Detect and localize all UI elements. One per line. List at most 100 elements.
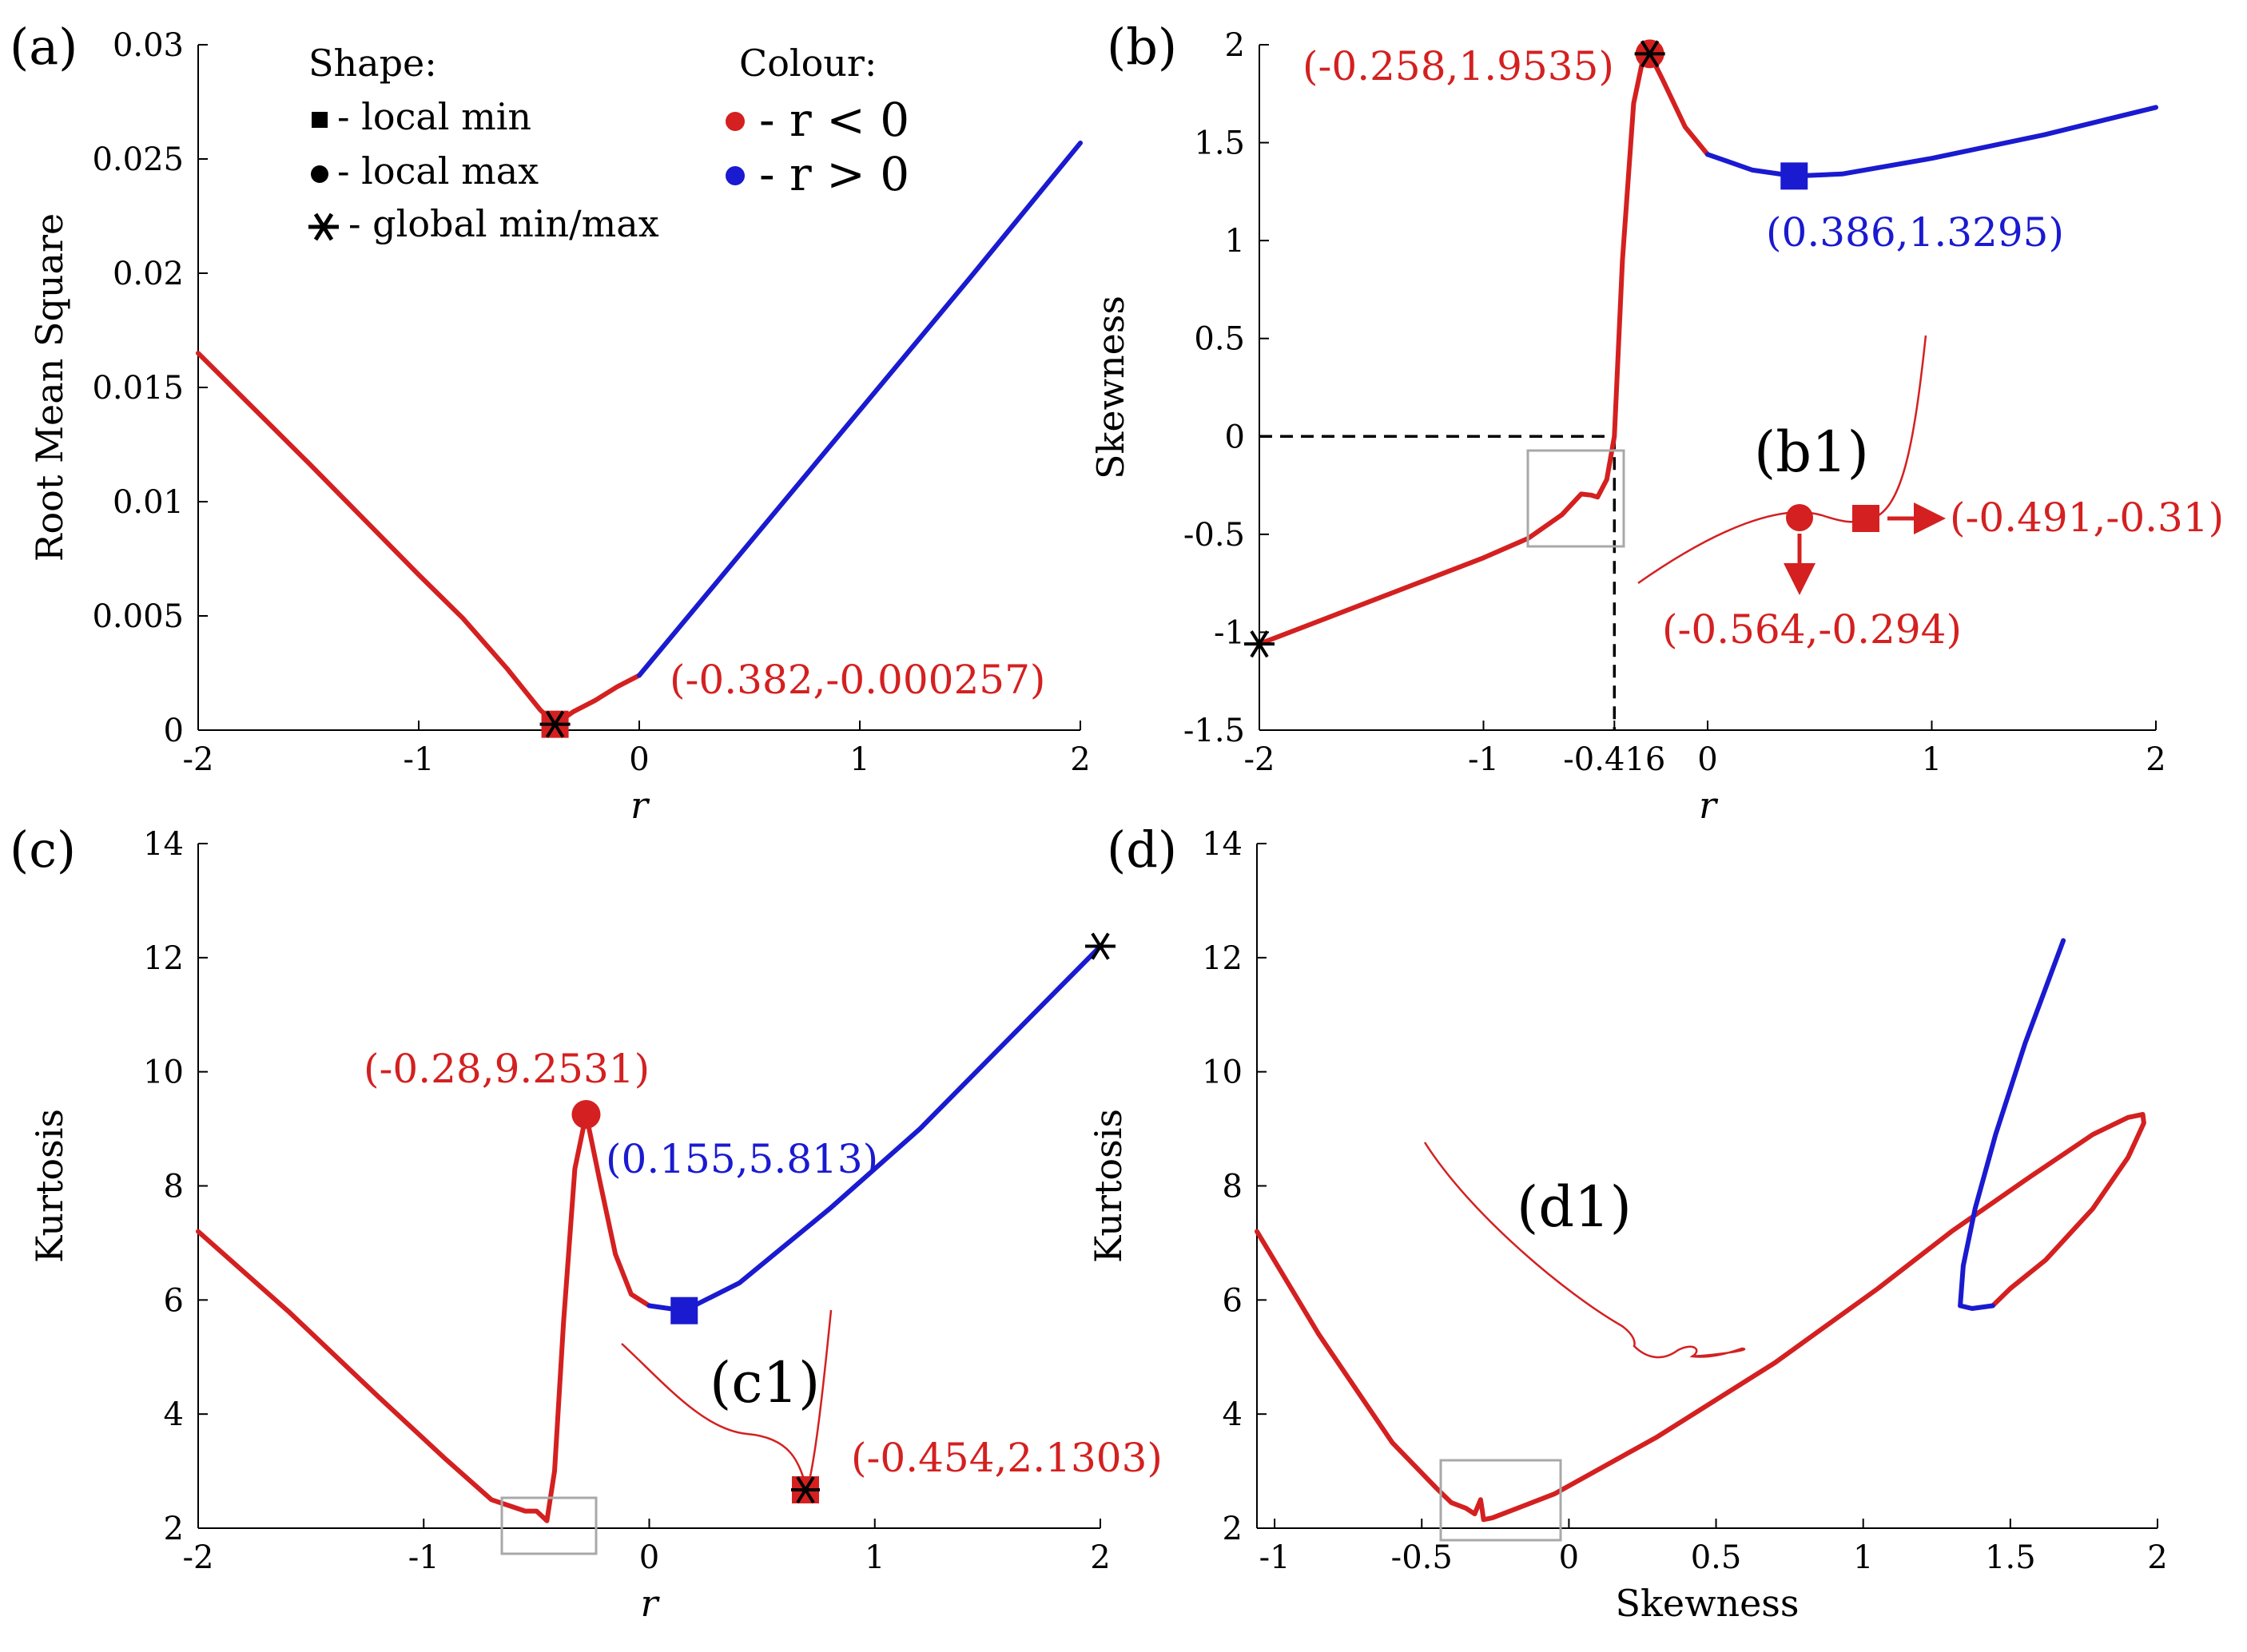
y-tick-label: 0.5 — [1194, 321, 1245, 358]
x-axis-label: Skewness — [1615, 1582, 1799, 1625]
y-tick-label: 1 — [1225, 223, 1245, 260]
y-tick-label: 0 — [164, 713, 184, 749]
y-tick-label: 2 — [1223, 1511, 1243, 1547]
x-tick-label: 2 — [2147, 1539, 2167, 1576]
panel-a: -2 -1 0 1 2 0 0.005 0.01 0.015 0.02 0.025 0.03 r Root… — [28, 27, 1091, 827]
y-tick-label: 1.5 — [1194, 125, 1245, 162]
x-tick-label: -2 — [183, 741, 214, 778]
legend-global: - global min/max — [348, 202, 659, 245]
x-tick-label: 0 — [639, 1539, 659, 1576]
star-stroke — [1091, 932, 1110, 960]
y-tick-label: 2 — [164, 1511, 184, 1547]
y-tick-label: 4 — [164, 1396, 184, 1433]
x-tick-label: -2 — [1244, 741, 1275, 778]
y-axis-label: Kurtosis — [1087, 1109, 1130, 1263]
inset-c1-star-icon — [791, 1475, 820, 1504]
x-tick-label: 0.5 — [1691, 1539, 1742, 1576]
x-tick-label: 2 — [1090, 1539, 1110, 1576]
x-tick-label: -2 — [183, 1539, 214, 1576]
y-axis-label: Kurtosis — [28, 1109, 71, 1263]
x-axis-label: r — [641, 1582, 661, 1625]
annotation-b-min: (0.386,1.3295) — [1766, 209, 2064, 256]
panel-d-label: (d) — [1107, 820, 1177, 879]
annotation-b1-min: (-0.491,-0.31) — [1950, 494, 2224, 541]
legend-circle-icon — [311, 165, 328, 183]
x-tick-label: 2 — [1070, 741, 1090, 778]
x-tick-label: -0.416 — [1563, 741, 1665, 778]
panel-c-label: (c) — [10, 820, 76, 879]
x-tick-label: 0 — [629, 741, 649, 778]
series-line-r-negative — [196, 351, 642, 727]
y-tick-label: 4 — [1223, 1396, 1243, 1433]
y-tick-label: -0.5 — [1183, 517, 1245, 554]
legend-red-dot-icon — [726, 112, 745, 131]
y-tick-label: 8 — [164, 1169, 184, 1205]
y-tick-label: 14 — [143, 826, 184, 863]
legend-square-icon — [312, 112, 328, 128]
legend-neg: - r < 0 — [759, 93, 909, 147]
annotation-c1-min: (-0.454,2.1303) — [851, 1435, 1163, 1481]
inset-b1 — [1637, 335, 1946, 595]
inset-d1 — [1423, 1142, 1746, 1359]
zoom-box-d1 — [1439, 1459, 1562, 1542]
legend-local-min: - local min — [337, 95, 531, 138]
global-extremum-star-icon — [539, 710, 571, 738]
x-axis-label: r — [630, 784, 650, 827]
x-tick-label: 1 — [865, 1539, 885, 1576]
y-tick-label: 0.015 — [92, 370, 184, 407]
star-stroke — [1250, 630, 1269, 658]
y-tick-label: 12 — [143, 940, 184, 977]
x-tick-label: 1 — [1853, 1539, 1873, 1576]
global-extremum-star-icon — [1244, 630, 1275, 658]
series-line-r-positive — [1705, 105, 2158, 179]
x-tick-label: -1 — [1468, 741, 1499, 778]
y-tick-label: 0 — [1225, 419, 1245, 455]
y-tick-label: -1 — [1214, 614, 1245, 651]
legend-colour-title: Colour: — [739, 42, 877, 85]
annotation-c-min: (0.155,5.813) — [606, 1136, 878, 1182]
x-tick-label: 1 — [1922, 741, 1942, 778]
y-tick-label: 6 — [164, 1282, 184, 1319]
x-tick-label: 2 — [2146, 741, 2165, 778]
panel-b-label: (b) — [1107, 18, 1177, 76]
series-line-r-negative — [1257, 51, 1710, 647]
star-stroke — [1640, 40, 1660, 68]
legend-blue-dot-icon — [726, 166, 745, 185]
y-tick-label: 2 — [1225, 27, 1245, 64]
y-tick-label: 0.025 — [92, 141, 184, 178]
inset-b1-label: (b1) — [1754, 419, 1869, 485]
panel-a-label: (a) — [10, 18, 78, 76]
y-tick-label: 6 — [1223, 1282, 1243, 1319]
y-axis-label: Skewness — [1089, 296, 1132, 479]
y-tick-label: -1.5 — [1183, 713, 1245, 749]
x-tick-label: 1.5 — [1985, 1539, 2036, 1576]
inset-c1 — [621, 1309, 833, 1504]
series-line-r-negative — [1255, 1112, 2146, 1523]
legend-local-max: - local max — [337, 149, 539, 193]
x-tick-label: -1 — [408, 1539, 439, 1576]
y-tick-label: 10 — [1202, 1054, 1243, 1091]
global-extremum-star-icon — [1085, 932, 1116, 960]
zoom-box-c1 — [500, 1496, 598, 1555]
annotation-a-min: (-0.382,-0.000257) — [670, 657, 1045, 703]
x-tick-label: 0 — [1697, 741, 1717, 778]
x-tick-label: -1 — [404, 741, 435, 778]
y-tick-label: 0.005 — [92, 598, 184, 635]
local-max-marker — [571, 1100, 601, 1130]
inset-b1-local-min-marker — [1852, 505, 1879, 532]
legend-pos: - r > 0 — [759, 147, 909, 201]
y-tick-label: 8 — [1223, 1169, 1243, 1205]
star-stroke — [545, 710, 565, 738]
y-tick-label: 10 — [143, 1054, 184, 1091]
legend-shape-title: Shape: — [308, 42, 437, 85]
y-tick-label: 0.02 — [113, 256, 184, 292]
inset-b1-local-max-marker — [1786, 504, 1813, 531]
series-line-r-positive — [1958, 938, 2066, 1311]
y-tick-label: 0.01 — [113, 484, 184, 521]
x-axis-label: r — [1699, 784, 1719, 827]
y-axis-label: Root Mean Square — [28, 213, 71, 562]
global-extremum-star-icon — [1634, 40, 1665, 68]
series-line-r-positive — [646, 943, 1103, 1313]
